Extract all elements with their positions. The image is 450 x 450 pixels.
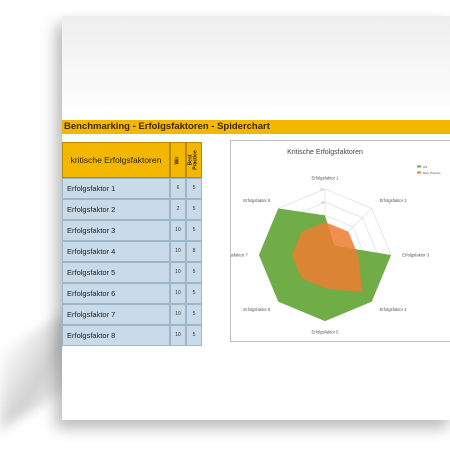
row-label-3[interactable]: Erfolgsfaktor 3 — [62, 220, 170, 241]
radial-tick-label: 10 — [320, 188, 324, 192]
header-wir-label: Wir — [174, 155, 181, 165]
row-bp-6[interactable]: 5 — [186, 283, 202, 304]
row-wir-3[interactable]: 10 — [170, 220, 186, 241]
radar-series — [259, 208, 391, 321]
axis-label-5: Erfolgsfaktor 5 — [312, 330, 340, 335]
row-bp-7[interactable]: 5 — [186, 304, 202, 325]
axis-label-6: Erfolgsfaktor 6 — [243, 307, 271, 312]
row-wir-1[interactable]: 6 — [170, 178, 186, 199]
page-top-fade — [62, 16, 450, 116]
row-bp-4[interactable]: 8 — [186, 241, 202, 262]
row-bp-2[interactable]: 5 — [186, 199, 202, 220]
row-label-7[interactable]: Erfolgsfaktor 7 — [62, 304, 170, 325]
header-best-practice[interactable]: Best Practice — [186, 142, 202, 178]
radar-svg: Kritische Erfolgsfaktoren 0246810 Erfolg… — [231, 149, 441, 335]
legend-label: Best Practice — [423, 171, 441, 175]
axis-label-7: Erfolgsfaktor 7 — [231, 253, 248, 258]
axis-label-1: Erfolgsfaktor 1 — [312, 175, 340, 180]
row-label-4[interactable]: Erfolgsfaktor 4 — [62, 241, 170, 262]
row-wir-5[interactable]: 10 — [170, 262, 186, 283]
row-label-1[interactable]: Erfolgsfaktor 1 — [62, 178, 170, 199]
header-bp-label: Best Practice — [188, 150, 200, 170]
axis-label-8: Erfolgsfaktor 8 — [243, 198, 271, 203]
row-wir-7[interactable]: 10 — [170, 304, 186, 325]
chart-title: Kritische Erfolgsfaktoren — [287, 149, 363, 156]
row-label-2[interactable]: Erfolgsfaktor 2 — [62, 199, 170, 220]
row-bp-3[interactable]: 5 — [186, 220, 202, 241]
page-drop-shadow — [0, 309, 70, 431]
row-label-8[interactable]: Erfolgsfaktor 8 — [62, 325, 170, 346]
row-bp-8[interactable]: 5 — [186, 325, 202, 346]
radar-labels: Erfolgsfaktor 1 Erfolgsfaktor 2 Erfolgsfak… — [231, 175, 430, 334]
axis-label-3: Erfolgsfaktor 3 — [402, 253, 430, 258]
legend-label: Wir — [423, 165, 428, 169]
banner-title: Benchmarking - Erfolgsfaktoren - Spiderc… — [64, 121, 270, 132]
spider-chart[interactable]: Kritische Erfolgsfaktoren 0246810 Erfolg… — [230, 140, 450, 342]
title-banner: Benchmarking - Erfolgsfaktoren - Spiderc… — [62, 120, 450, 134]
header-factors[interactable]: kritische Erfolgsfaktoren — [62, 142, 170, 178]
chart-legend[interactable]: Wir Best Practice — [417, 165, 441, 175]
row-wir-4[interactable]: 10 — [170, 241, 186, 262]
legend-swatch — [417, 171, 421, 174]
row-wir-2[interactable]: 2 — [170, 199, 186, 220]
spreadsheet-page: Benchmarking - Erfolgsfaktoren - Spiderc… — [62, 16, 450, 420]
series-area-best-practice — [292, 222, 363, 293]
header-wir[interactable]: Wir — [170, 142, 186, 178]
legend-swatch — [417, 165, 421, 168]
row-wir-6[interactable]: 10 — [170, 283, 186, 304]
axis-label-4: Erfolgsfaktor 4 — [380, 307, 408, 312]
row-label-5[interactable]: Erfolgsfaktor 5 — [62, 262, 170, 283]
row-label-6[interactable]: Erfolgsfaktor 6 — [62, 283, 170, 304]
row-wir-8[interactable]: 10 — [170, 325, 186, 346]
row-bp-1[interactable]: 5 — [186, 178, 202, 199]
row-bp-5[interactable]: 5 — [186, 262, 202, 283]
axis-label-2: Erfolgsfaktor 2 — [380, 198, 408, 203]
radial-tick-label: 8 — [322, 201, 324, 205]
